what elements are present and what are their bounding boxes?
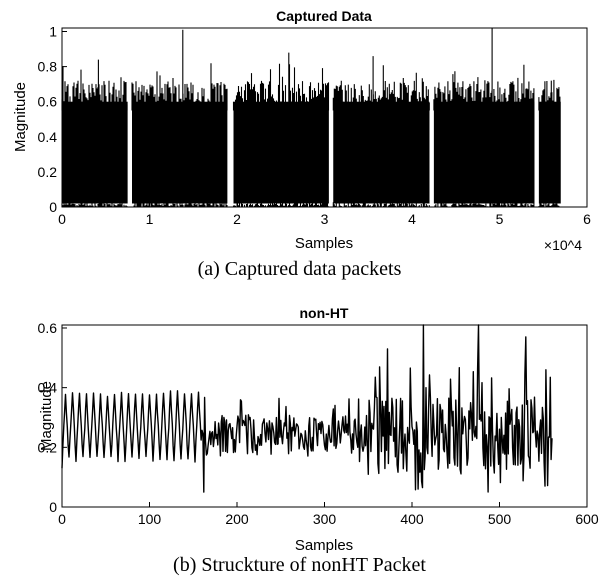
x-tick-label: 1 bbox=[146, 211, 154, 227]
y-tick-label: 0 bbox=[49, 199, 57, 215]
y-tick-label: 0.2 bbox=[38, 164, 58, 180]
chart-a-x-exponent: ×10^4 bbox=[544, 237, 582, 253]
chart-b-ylabel: Magnitude bbox=[38, 381, 55, 451]
x-tick-label: 400 bbox=[400, 511, 424, 527]
x-tick-label: 500 bbox=[488, 511, 512, 527]
chart-b-x-ticks: 0 100 200 300 400 500 600 bbox=[58, 502, 599, 527]
chart-b-y-ticks: 0 0.2 0.4 0.6 bbox=[38, 320, 67, 515]
x-tick-label: 300 bbox=[313, 511, 337, 527]
x-tick-label: 0 bbox=[58, 511, 66, 527]
caption-b: (b) Struckture of nonHT Packet bbox=[173, 554, 426, 576]
chart-b-series bbox=[61, 324, 553, 493]
chart-a-xlabel: Samples bbox=[295, 235, 353, 252]
caption-a: (a) Captured data packets bbox=[197, 258, 402, 280]
packet-body bbox=[62, 101, 128, 204]
nonht-magnitude-line bbox=[61, 324, 553, 493]
y-tick-label: 0.4 bbox=[38, 380, 58, 396]
packet-body bbox=[433, 101, 535, 204]
chart-a-x-ticks: 0 1 2 3 4 5 6 bbox=[58, 202, 591, 227]
chart-a-series bbox=[61, 28, 561, 207]
y-tick-label: 0.8 bbox=[38, 59, 58, 75]
packet-body bbox=[333, 101, 430, 204]
packet-envelope bbox=[131, 29, 228, 207]
y-tick-label: 0.6 bbox=[38, 94, 58, 110]
y-tick-label: 1 bbox=[49, 24, 57, 40]
x-tick-label: 200 bbox=[225, 511, 249, 527]
chart-non-ht: non-HT 0 100 200 300 400 500 600 0 0.2 0.4 0.6 Sa… bbox=[38, 305, 599, 554]
y-tick-label: 0.2 bbox=[38, 439, 58, 455]
x-tick-label: 3 bbox=[321, 211, 329, 227]
y-tick-label: 0 bbox=[49, 499, 57, 515]
chart-b-xlabel: Samples bbox=[295, 537, 353, 554]
x-tick-label: 600 bbox=[575, 511, 599, 527]
y-tick-label: 0.6 bbox=[38, 320, 58, 336]
packet-body bbox=[233, 101, 329, 204]
y-tick-label: 0.4 bbox=[38, 129, 58, 145]
packet-body bbox=[132, 101, 228, 204]
chart-a-y-ticks: 0 0.2 0.4 0.6 0.8 1 bbox=[38, 24, 67, 215]
packet-envelope bbox=[433, 28, 535, 207]
x-tick-label: 0 bbox=[58, 211, 66, 227]
packet-body bbox=[538, 101, 561, 204]
x-tick-label: 2 bbox=[233, 211, 241, 227]
chart-b-title: non-HT bbox=[300, 305, 349, 321]
chart-captured-data: Captured Data 0 1 2 3 4 5 6 0 0.2 0.4 0.6 0.8 1 ×10… bbox=[12, 8, 591, 253]
chart-a-title: Captured Data bbox=[276, 8, 372, 24]
x-tick-label: 6 bbox=[583, 211, 591, 227]
x-tick-label: 4 bbox=[408, 211, 416, 227]
x-tick-label: 5 bbox=[496, 211, 504, 227]
chart-a-ylabel: Magnitude bbox=[12, 82, 29, 152]
x-tick-label: 100 bbox=[138, 511, 162, 527]
packet-envelope bbox=[538, 79, 561, 207]
